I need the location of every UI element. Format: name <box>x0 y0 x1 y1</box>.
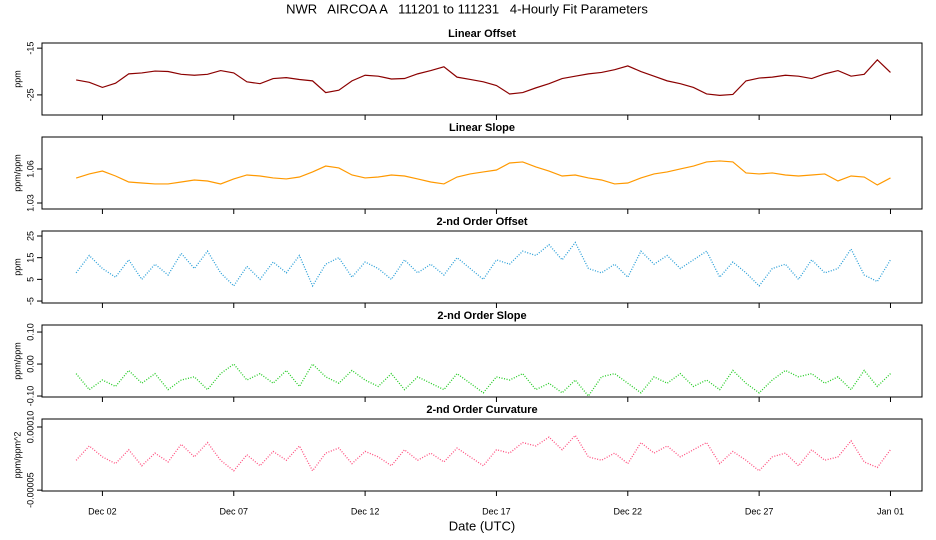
plot-frame <box>41 42 923 116</box>
panel-title: Linear Slope <box>449 122 515 134</box>
data-line <box>75 434 892 473</box>
data-line <box>76 58 891 96</box>
panel-title: 2-nd Order Curvature <box>426 404 537 416</box>
plot-frame <box>41 136 923 210</box>
y-tick-label: -0.00005 <box>25 472 35 508</box>
y-tick-label: -0.10 <box>25 386 35 407</box>
y-axis-label: ppm/ppm^2 <box>12 432 22 479</box>
x-tick-label: Jan 01 <box>877 506 904 516</box>
plot-frame <box>41 324 923 398</box>
data-line <box>75 160 891 186</box>
x-tick-label: Dec 27 <box>745 506 774 516</box>
panel-title: Linear Offset <box>448 28 516 40</box>
y-tick-label: 0.00 <box>25 355 35 373</box>
y-axis-label: ppm/ppm <box>12 342 22 380</box>
y-tick-label: 1.03 <box>25 194 35 212</box>
plot-frame <box>41 230 923 304</box>
y-tick-label: 15 <box>25 253 35 263</box>
y-tick-label: 25 <box>25 231 35 241</box>
y-axis-label: ppm/ppm <box>12 154 22 192</box>
x-tick-label: Dec 17 <box>482 506 511 516</box>
x-axis-label: Date (UTC) <box>449 518 515 533</box>
y-tick-label: 5 <box>25 277 35 282</box>
y-axis-label: ppm <box>12 258 22 276</box>
y-tick-label: 0.10 <box>25 323 35 341</box>
chart-title: NWR AIRCOA A 111201 to 111231 4-Hourly F… <box>286 1 648 16</box>
x-tick-label: Dec 12 <box>351 506 380 516</box>
y-tick-label: 1.06 <box>25 160 35 178</box>
data-line <box>75 241 892 288</box>
x-tick-label: Dec 07 <box>219 506 248 516</box>
data-line <box>75 362 891 398</box>
panel-title: 2-nd Order Slope <box>437 310 526 322</box>
y-tick-label: -25 <box>25 88 35 101</box>
y-tick-label: -15 <box>25 42 35 55</box>
x-tick-label: Dec 02 <box>88 506 117 516</box>
x-tick-label: Dec 22 <box>614 506 643 516</box>
y-tick-label: -5 <box>25 297 35 305</box>
panel-title: 2-nd Order Offset <box>436 216 527 228</box>
plot-frame <box>41 418 923 492</box>
y-tick-label: 0.00010 <box>25 411 35 444</box>
y-axis-label: ppm <box>12 70 22 88</box>
